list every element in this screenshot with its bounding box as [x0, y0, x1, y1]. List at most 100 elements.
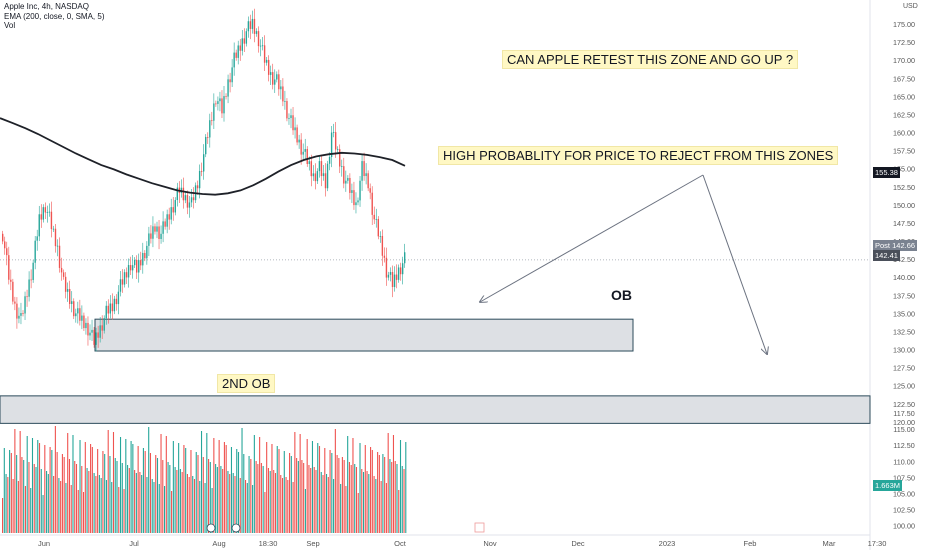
ob-zone[interactable] [94, 318, 634, 352]
volume-bar [58, 478, 60, 533]
dividend-marker-icon[interactable] [206, 523, 216, 533]
arrow-to-ob[interactable] [480, 174, 704, 302]
volume-bar [83, 492, 85, 533]
candle-body [229, 79, 231, 83]
candle-body [387, 274, 390, 278]
candle-body [280, 86, 282, 90]
price-tick-label: 127.50 [893, 364, 915, 373]
volume-bar [178, 443, 180, 533]
candle-body [40, 214, 42, 220]
candle-body [162, 221, 164, 234]
volume-bar [391, 462, 393, 533]
volume-bar [40, 469, 42, 533]
volume-bar [260, 463, 262, 533]
candle-body [158, 226, 160, 239]
candle-body [328, 156, 331, 164]
candle-body [136, 259, 138, 273]
volume-bar [283, 451, 285, 533]
volume-bar [107, 430, 109, 533]
volume-bar [297, 461, 299, 533]
candle-body [196, 185, 199, 189]
candle-body [401, 263, 404, 275]
volume-bar [105, 480, 107, 533]
price-tick-label: 147.50 [893, 219, 915, 228]
volume-bar [322, 475, 324, 533]
candle-body [397, 267, 400, 280]
candle-body [73, 301, 75, 317]
candle-body [324, 173, 327, 189]
legend-symbol: Apple Inc, 4h, NASDAQ [4, 2, 89, 11]
ema-line[interactable] [0, 117, 406, 196]
volume-bar [236, 449, 238, 533]
candle-body [399, 267, 402, 275]
volume-bar [375, 479, 377, 533]
volume-bar [74, 461, 76, 533]
volume-bar [26, 436, 28, 533]
volume-bar [164, 486, 166, 533]
time-tick-label: Feb [744, 539, 757, 548]
post-price-tag: Post 142.66 [873, 240, 918, 251]
volume-bar [132, 444, 134, 533]
candle-body [351, 190, 353, 193]
earnings-marker-icon[interactable] [231, 523, 241, 533]
annotation-rejection[interactable]: HIGH PROBABLITY FOR PRICE TO REJECT FROM… [438, 146, 839, 165]
volume-bar [308, 465, 310, 533]
volume-bar [172, 441, 174, 533]
candle-body [241, 38, 243, 51]
candle-body [168, 214, 170, 220]
candle-body [286, 101, 288, 119]
volume-bar [361, 469, 363, 533]
candle-body [207, 136, 209, 138]
volume-bar [396, 464, 398, 533]
volume-bar [176, 470, 178, 533]
volume-bar [165, 436, 167, 533]
candle-body [52, 228, 55, 230]
candle-body [32, 262, 34, 280]
future-earnings-marker-icon[interactable] [474, 522, 485, 533]
candle-body [2, 233, 4, 242]
volume-bar [301, 460, 303, 533]
volume-bar [53, 476, 55, 533]
volume-bar [250, 459, 252, 533]
volume-bar [202, 457, 204, 533]
volume-bar [223, 442, 225, 533]
volume-bar [271, 444, 273, 533]
candle-body [16, 303, 18, 319]
volume-bar [104, 454, 106, 533]
volume-bar [315, 470, 317, 533]
legend-ema: EMA (200, close, 0, SMA, 5) [4, 11, 105, 21]
candle-body [93, 329, 95, 345]
volume-bar [387, 433, 389, 533]
price-tick-label: 175.00 [893, 20, 915, 29]
volume-bar [28, 462, 30, 533]
candle-body [42, 207, 45, 220]
volume-bar [181, 472, 183, 533]
volume-bar [114, 458, 116, 533]
candle-body [101, 325, 103, 331]
volume-bar [195, 452, 197, 533]
volume-bar [199, 481, 201, 533]
volume-bar [17, 481, 19, 533]
volume-bar [49, 447, 51, 533]
arrow-down[interactable] [702, 174, 767, 354]
second-ob-label[interactable]: 2ND OB [217, 374, 276, 393]
price-tick-label: 135.00 [893, 309, 915, 318]
volume-bar [118, 487, 120, 533]
volume-bar [134, 470, 136, 533]
candle-body [219, 98, 221, 102]
candle-body [322, 173, 325, 177]
second-ob-zone[interactable] [0, 395, 871, 424]
annotation-question[interactable]: CAN APPLE RETEST THIS ZONE AND GO UP ? [502, 50, 799, 69]
volume-bar [125, 439, 127, 533]
volume-bar [371, 450, 373, 533]
volume-bar [185, 448, 187, 533]
candle-body [140, 260, 142, 266]
candle-body [395, 274, 398, 280]
volume-bar [266, 442, 268, 533]
volume-bar [77, 490, 79, 533]
candle-body [160, 233, 162, 239]
volume-bar [343, 460, 345, 533]
candle-body [62, 272, 65, 277]
